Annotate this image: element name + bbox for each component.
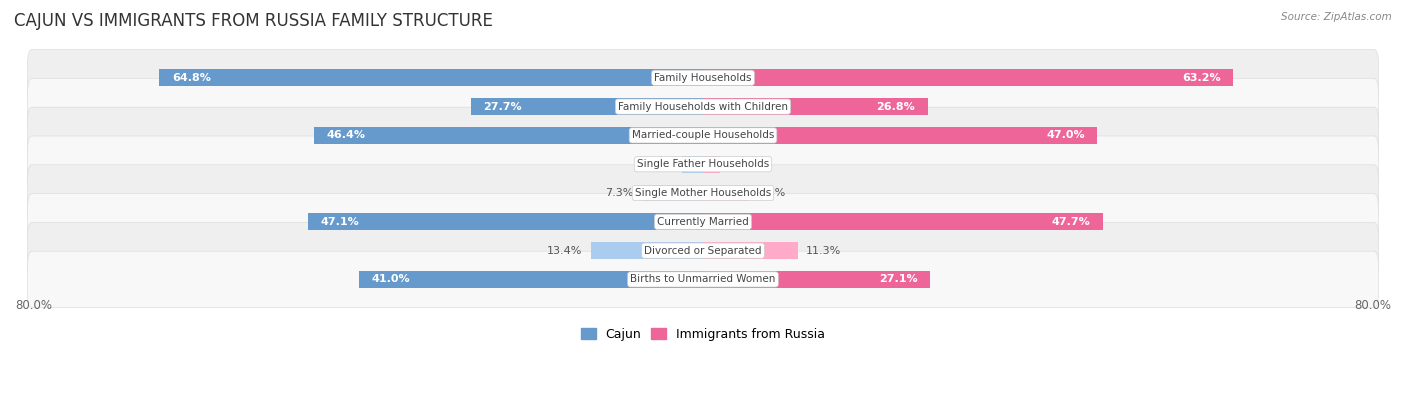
Text: 80.0%: 80.0% — [1354, 299, 1391, 312]
Text: 47.7%: 47.7% — [1052, 217, 1091, 227]
FancyBboxPatch shape — [28, 136, 1378, 192]
Text: Family Households with Children: Family Households with Children — [619, 102, 787, 112]
Text: 2.5%: 2.5% — [645, 159, 673, 169]
FancyBboxPatch shape — [28, 251, 1378, 308]
Bar — [682, 156, 703, 173]
Text: Births to Unmarried Women: Births to Unmarried Women — [630, 275, 776, 284]
Bar — [703, 213, 1104, 230]
Text: CAJUN VS IMMIGRANTS FROM RUSSIA FAMILY STRUCTURE: CAJUN VS IMMIGRANTS FROM RUSSIA FAMILY S… — [14, 12, 494, 30]
Text: 5.5%: 5.5% — [758, 188, 786, 198]
Text: Single Father Households: Single Father Households — [637, 159, 769, 169]
Bar — [703, 271, 931, 288]
Text: 63.2%: 63.2% — [1182, 73, 1220, 83]
Text: 11.3%: 11.3% — [806, 246, 841, 256]
Text: 46.4%: 46.4% — [326, 130, 366, 140]
FancyBboxPatch shape — [28, 165, 1378, 221]
Text: 64.8%: 64.8% — [172, 73, 211, 83]
Bar — [308, 213, 703, 230]
Text: Married-couple Households: Married-couple Households — [631, 130, 775, 140]
Text: 47.1%: 47.1% — [321, 217, 359, 227]
Bar — [703, 70, 1233, 86]
Text: 26.8%: 26.8% — [876, 102, 915, 112]
Bar — [703, 127, 1097, 144]
Legend: Cajun, Immigrants from Russia: Cajun, Immigrants from Russia — [575, 323, 831, 346]
Text: 27.7%: 27.7% — [484, 102, 522, 112]
Text: 2.0%: 2.0% — [728, 159, 756, 169]
Text: Family Households: Family Households — [654, 73, 752, 83]
Bar — [641, 185, 703, 201]
Bar — [359, 271, 703, 288]
Text: 41.0%: 41.0% — [371, 275, 411, 284]
Bar — [703, 156, 720, 173]
Bar — [703, 98, 928, 115]
FancyBboxPatch shape — [28, 222, 1378, 279]
Text: Divorced or Separated: Divorced or Separated — [644, 246, 762, 256]
Text: 47.0%: 47.0% — [1046, 130, 1085, 140]
Text: 13.4%: 13.4% — [547, 246, 582, 256]
Text: 27.1%: 27.1% — [879, 275, 918, 284]
Text: Single Mother Households: Single Mother Households — [636, 188, 770, 198]
Text: Currently Married: Currently Married — [657, 217, 749, 227]
FancyBboxPatch shape — [28, 194, 1378, 250]
Bar — [591, 242, 703, 259]
Bar — [703, 185, 749, 201]
Text: Source: ZipAtlas.com: Source: ZipAtlas.com — [1281, 12, 1392, 22]
FancyBboxPatch shape — [28, 107, 1378, 164]
Bar — [314, 127, 703, 144]
FancyBboxPatch shape — [28, 78, 1378, 135]
Bar — [159, 70, 703, 86]
Text: 80.0%: 80.0% — [15, 299, 52, 312]
Bar — [703, 242, 797, 259]
Text: 7.3%: 7.3% — [605, 188, 633, 198]
Bar — [471, 98, 703, 115]
FancyBboxPatch shape — [28, 50, 1378, 106]
